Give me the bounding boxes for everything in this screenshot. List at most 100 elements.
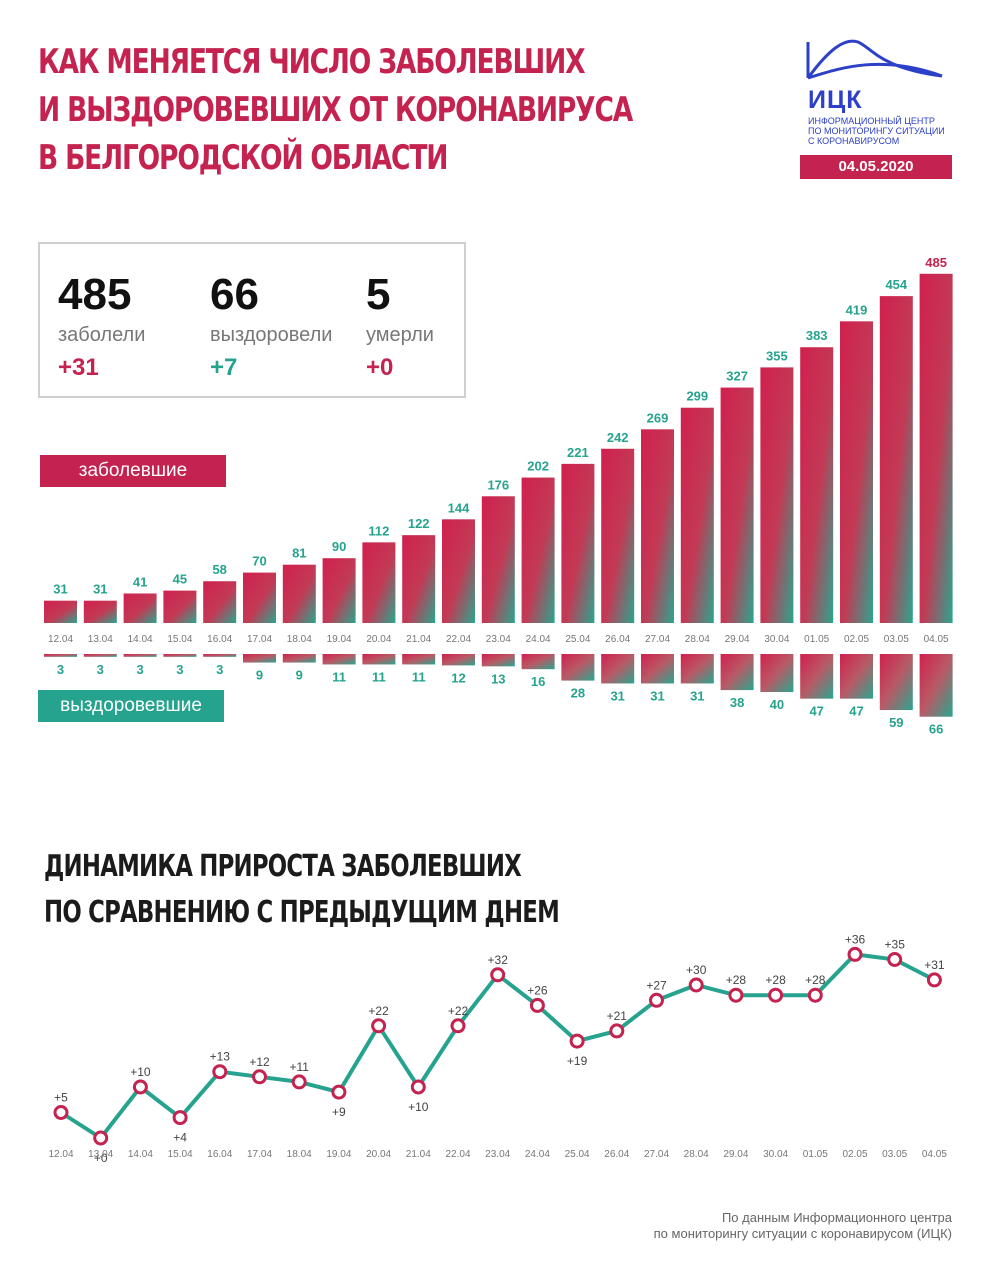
bar-recovered-20.04 <box>362 654 396 665</box>
label-sick-02.05: 419 <box>846 302 868 317</box>
point-25.04 <box>569 1033 585 1049</box>
stat-sick-value: 485 <box>58 270 132 319</box>
label-sick-18.04: 81 <box>292 546 306 561</box>
label-sick-26.04: 242 <box>607 430 629 445</box>
line-tick-30.04: 30.04 <box>763 1149 788 1160</box>
tick-date-03.05: 03.05 <box>884 634 909 645</box>
label-recovered-14.04: 3 <box>136 662 143 677</box>
line-tick-17.04: 17.04 <box>247 1149 272 1160</box>
tick-date-14.04: 14.04 <box>128 634 153 645</box>
label-recovered-20.04: 11 <box>372 669 386 684</box>
line-tick-28.04: 28.04 <box>684 1149 709 1160</box>
bar-recovered-25.04 <box>561 654 595 681</box>
bar-recovered-12.04 <box>44 654 77 657</box>
point-23.04 <box>490 967 506 983</box>
legend-sick-tag: заболевшие <box>40 455 226 487</box>
bar-sick-23.04 <box>481 496 515 623</box>
point-label-24.04: +26 <box>527 983 548 997</box>
tick-date-29.04: 29.04 <box>725 634 750 645</box>
tick-date-13.04: 13.04 <box>88 634 113 645</box>
point-26.04 <box>609 1023 625 1039</box>
label-sick-27.04: 269 <box>647 410 669 425</box>
tick-date-28.04: 28.04 <box>685 634 710 645</box>
label-sick-17.04: 70 <box>252 554 266 569</box>
label-sick-28.04: 299 <box>686 389 708 404</box>
label-recovered-26.04: 31 <box>610 688 624 703</box>
label-recovered-01.05: 47 <box>809 704 823 719</box>
line-tick-14.04: 14.04 <box>128 1149 153 1160</box>
point-label-04.05: +31 <box>924 958 945 972</box>
label-recovered-19.04: 11 <box>332 669 346 684</box>
point-14.04 <box>132 1079 148 1095</box>
bar-recovered-30.04 <box>760 654 794 692</box>
bar-recovered-02.05 <box>840 654 873 699</box>
point-18.04 <box>291 1074 307 1090</box>
label-sick-23.04: 176 <box>487 477 509 492</box>
label-recovered-23.04: 13 <box>491 671 505 686</box>
line-tick-21.04: 21.04 <box>406 1149 431 1160</box>
bar-recovered-17.04 <box>243 654 276 663</box>
line-tick-02.05: 02.05 <box>842 1149 867 1160</box>
point-02.05 <box>847 946 863 962</box>
tick-date-02.05: 02.05 <box>844 634 869 645</box>
label-recovered-16.04: 3 <box>216 662 223 677</box>
tick-date-18.04: 18.04 <box>287 634 312 645</box>
point-04.05 <box>926 972 942 988</box>
point-label-12.04: +5 <box>54 1091 68 1105</box>
stat-recovered-label: выздоровели <box>210 324 333 346</box>
line-tick-16.04: 16.04 <box>207 1149 232 1160</box>
point-label-19.04: +9 <box>332 1105 346 1119</box>
point-19.04 <box>331 1084 347 1100</box>
line-tick-19.04: 19.04 <box>326 1149 351 1160</box>
line-tick-23.04: 23.04 <box>485 1149 510 1160</box>
point-21.04 <box>410 1079 426 1095</box>
point-24.04 <box>529 997 545 1013</box>
line-tick-01.05: 01.05 <box>803 1149 828 1160</box>
stat-sick-label: заболели <box>58 324 146 346</box>
stat-sick-delta: +31 <box>58 354 99 381</box>
point-label-26.04: +21 <box>607 1009 628 1023</box>
report-date: 04.05.2020 <box>800 155 952 179</box>
bar-sick-26.04 <box>601 448 635 623</box>
point-label-21.04: +10 <box>408 1100 429 1114</box>
label-recovered-02.05: 47 <box>849 704 863 719</box>
bar-sick-16.04 <box>203 581 237 623</box>
line-tick-13.04: 13.04 <box>88 1149 113 1160</box>
line-tick-29.04: 29.04 <box>723 1149 748 1160</box>
label-sick-15.04: 45 <box>173 572 187 587</box>
label-recovered-21.04: 11 <box>412 669 426 684</box>
bar-sick-22.04 <box>442 519 475 623</box>
point-label-20.04: +22 <box>368 1004 389 1018</box>
tick-date-25.04: 25.04 <box>565 634 590 645</box>
point-label-03.05: +35 <box>885 938 906 952</box>
bar-sick-19.04 <box>322 558 356 623</box>
label-sick-12.04: 31 <box>53 582 67 597</box>
bar-sick-01.05 <box>800 347 834 623</box>
stat-recovered-value: 66 <box>210 270 259 319</box>
label-recovered-29.04: 38 <box>730 695 744 710</box>
bar-sick-21.04 <box>402 535 436 623</box>
point-30.04 <box>768 987 784 1003</box>
growth-title-line-1: ДИНАМИКА ПРИРОСТА ЗАБОЛЕВШИХ <box>44 849 522 884</box>
logo-subtitle: Информационный центр по мониторингу ситу… <box>808 116 968 146</box>
bar-recovered-14.04 <box>123 654 157 657</box>
cases-chart: 31 12.04 3 31 13.04 3 41 14.04 3 45 15.04 3 58 16.04 3… <box>44 255 953 1165</box>
label-sick-04.05: 485 <box>925 255 947 270</box>
bar-recovered-23.04 <box>481 654 515 667</box>
bar-recovered-19.04 <box>322 654 356 665</box>
point-29.04 <box>728 987 744 1003</box>
bar-recovered-01.05 <box>800 654 834 699</box>
bar-sick-25.04 <box>561 463 595 623</box>
bar-recovered-21.04 <box>402 654 436 665</box>
tick-date-12.04: 12.04 <box>48 634 73 645</box>
line-tick-27.04: 27.04 <box>644 1149 669 1160</box>
bar-recovered-24.04 <box>521 654 555 670</box>
source-line-1: По данным Информационного центра <box>721 1210 952 1225</box>
logo-sub-line-3: с коронавирусом <box>808 136 900 146</box>
label-sick-21.04: 122 <box>408 516 430 531</box>
line-tick-12.04: 12.04 <box>48 1149 73 1160</box>
label-recovered-12.04: 3 <box>57 662 64 677</box>
bar-sick-02.05 <box>840 321 873 623</box>
point-03.05 <box>887 952 903 967</box>
point-label-30.04: +28 <box>765 973 786 987</box>
